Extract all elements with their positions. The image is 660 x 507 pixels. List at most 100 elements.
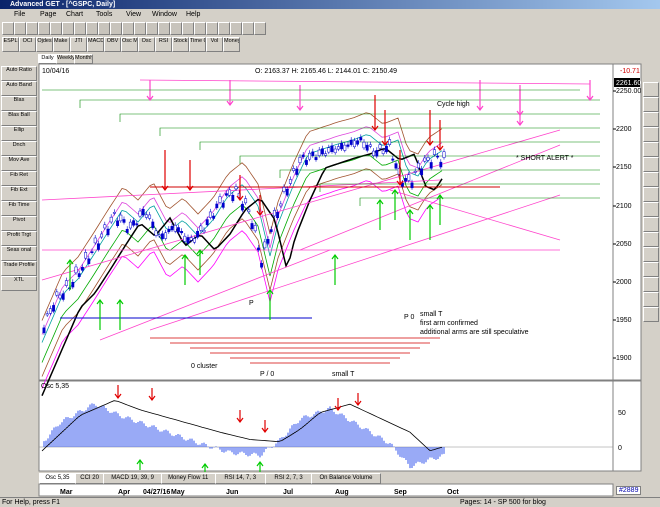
tool-button[interactable]: OBV — [104, 37, 121, 52]
right-tool[interactable] — [643, 157, 659, 172]
icon-button[interactable] — [182, 22, 194, 35]
indicator-tab[interactable]: On Balance Volume — [311, 473, 381, 484]
icon-button[interactable] — [146, 22, 158, 35]
candle — [420, 168, 424, 176]
candle — [208, 211, 212, 218]
right-tool[interactable] — [643, 127, 659, 142]
arrow-head — [186, 185, 194, 191]
icon-button[interactable] — [86, 22, 98, 35]
arrow-head — [196, 249, 204, 255]
icon-button[interactable] — [38, 22, 50, 35]
projection-line — [119, 113, 600, 122]
projection-line — [79, 99, 600, 108]
tool-button[interactable]: Ojdes — [36, 37, 53, 52]
tool-button[interactable]: Money Flow — [223, 37, 240, 52]
icon-button[interactable] — [122, 22, 134, 35]
right-tool[interactable] — [643, 112, 659, 127]
icon-button[interactable] — [206, 22, 218, 35]
icon-button[interactable] — [134, 22, 146, 35]
annotation: small T — [420, 311, 443, 318]
icon-button[interactable] — [98, 22, 110, 35]
right-tool[interactable] — [643, 262, 659, 277]
left-tool[interactable]: Auto Ratio — [1, 66, 37, 81]
candle — [439, 161, 443, 168]
left-tool[interactable]: Blas — [1, 96, 37, 111]
right-tool[interactable] — [643, 97, 659, 112]
candle — [74, 266, 78, 274]
left-tool[interactable]: Blas Ball — [1, 111, 37, 126]
right-tool[interactable] — [643, 202, 659, 217]
indicator-tab[interactable]: RSI 14, 7, 3 — [214, 473, 266, 484]
icon-button[interactable] — [2, 22, 14, 35]
left-tool[interactable]: Seas onal — [1, 246, 37, 261]
indicator-tab[interactable]: CCI 20 — [74, 473, 105, 484]
menu-item[interactable]: Page — [40, 11, 57, 18]
tool-button[interactable]: Vol — [206, 37, 223, 52]
change: -10.71 — [620, 68, 640, 75]
icon-button[interactable] — [158, 22, 170, 35]
right-tool[interactable] — [643, 142, 659, 157]
tool-button[interactable]: OCI — [19, 37, 36, 52]
left-tool[interactable]: Dnch — [1, 141, 37, 156]
left-tool[interactable]: Mov Ave — [1, 156, 37, 171]
price-tick: 2200 — [616, 126, 632, 133]
left-tool[interactable]: Trade Profile — [1, 261, 37, 276]
right-tool[interactable] — [643, 187, 659, 202]
menu-item[interactable]: Tools — [96, 11, 113, 18]
candle — [260, 262, 264, 268]
menu-item[interactable]: View — [126, 11, 142, 18]
arrow-head — [161, 185, 169, 191]
icon-button[interactable] — [110, 22, 122, 35]
tool-button[interactable]: JTI — [70, 37, 87, 52]
indicator-tab[interactable]: RSI 2, 7, 3 — [264, 473, 313, 484]
left-tool[interactable]: Pivot — [1, 216, 37, 231]
menu-item[interactable]: Help — [186, 11, 201, 18]
menu-item[interactable]: Window — [152, 11, 177, 18]
indicator-tab[interactable]: MACD 19, 39, 9 — [103, 473, 162, 484]
right-tool[interactable] — [643, 232, 659, 247]
left-tool[interactable]: Fib Ret — [1, 171, 37, 186]
left-tool[interactable]: Fib Time — [1, 201, 37, 216]
candle — [244, 198, 248, 204]
tool-button[interactable]: Time Chart — [189, 37, 206, 52]
icon-button[interactable] — [230, 22, 242, 35]
icon-button[interactable] — [26, 22, 38, 35]
left-tool[interactable]: XTL — [1, 276, 37, 291]
icon-button[interactable] — [14, 22, 26, 35]
tool-button[interactable]: MACD — [87, 37, 104, 52]
indicator-line — [41, 126, 443, 335]
tool-button[interactable]: Osc — [138, 37, 155, 52]
tool-button[interactable]: Make Trig — [53, 37, 70, 52]
icon-button[interactable] — [50, 22, 62, 35]
tool-button[interactable]: RSI — [155, 37, 172, 52]
left-tool[interactable]: Profit Trgt — [1, 231, 37, 246]
left-tool[interactable]: Auto Band — [1, 81, 37, 96]
icon-button[interactable] — [170, 22, 182, 35]
menu-item[interactable]: File — [14, 11, 26, 18]
indicator-tab[interactable]: Money Flow 11 — [160, 473, 216, 484]
menu-item[interactable]: Chart — [66, 11, 84, 18]
icon-button[interactable] — [218, 22, 230, 35]
icon-button[interactable] — [242, 22, 254, 35]
icon-button[interactable] — [74, 22, 86, 35]
right-tool[interactable] — [643, 172, 659, 187]
left-tool[interactable]: Ellip — [1, 126, 37, 141]
tool-button[interactable]: ESPL — [2, 37, 19, 52]
right-tool[interactable] — [643, 277, 659, 292]
right-tool[interactable] — [643, 292, 659, 307]
candle — [352, 140, 356, 148]
tool-button[interactable]: Stock — [172, 37, 189, 52]
right-tool[interactable] — [643, 217, 659, 232]
icon-button[interactable] — [254, 22, 266, 35]
candle — [292, 168, 296, 171]
icon-button[interactable] — [62, 22, 74, 35]
right-tool[interactable] — [643, 307, 659, 322]
indicator-tab[interactable]: Osc 5,35 — [39, 473, 76, 484]
left-tool[interactable]: Fib Ext — [1, 186, 37, 201]
right-tool[interactable] — [643, 247, 659, 262]
right-tool[interactable] — [643, 82, 659, 97]
projection-line — [279, 169, 600, 178]
icon-button[interactable] — [194, 22, 206, 35]
candle — [55, 291, 59, 296]
tool-button[interactable]: Osc Main — [121, 37, 138, 52]
